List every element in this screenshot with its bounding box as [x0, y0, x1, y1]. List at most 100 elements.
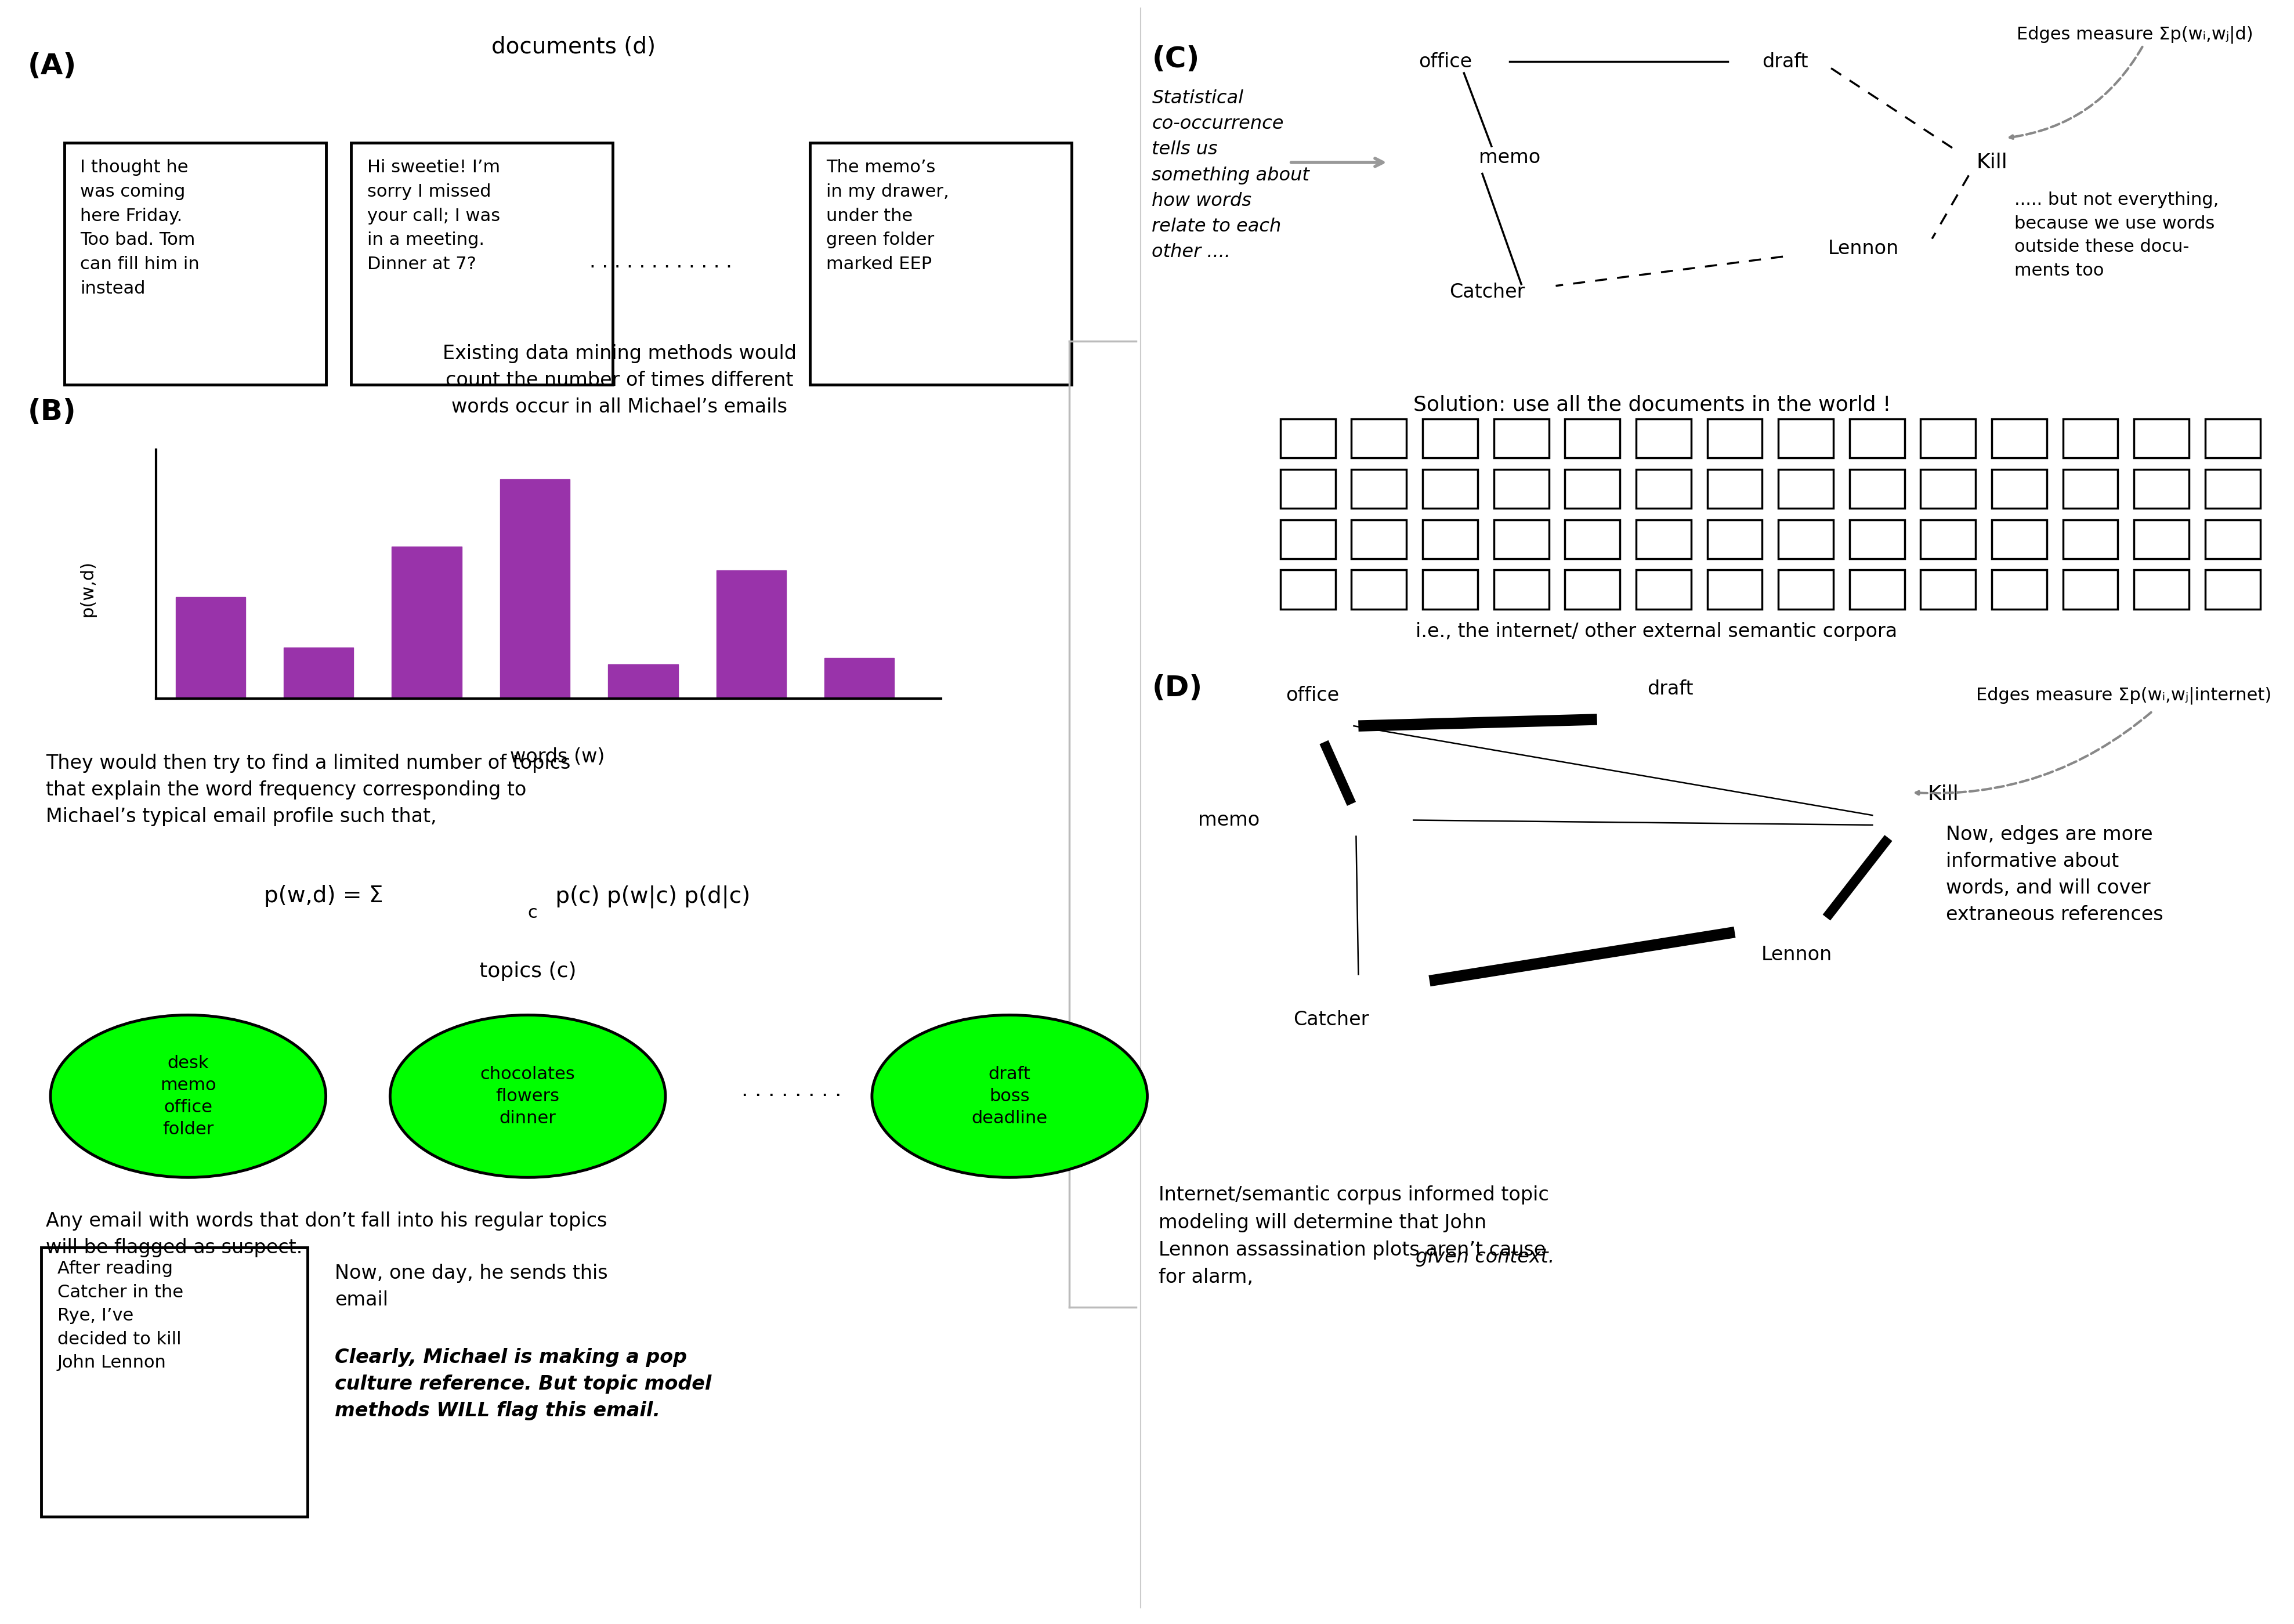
Text: topics (c): topics (c)	[479, 961, 576, 981]
Text: Any email with words that don’t fall into his regular topics
will be flagged as : Any email with words that don’t fall int…	[46, 1212, 608, 1257]
Bar	[2205, 570, 2260, 609]
Bar	[1778, 469, 1833, 508]
Text: Catcher: Catcher	[1450, 283, 1523, 302]
Text: Clearly, Michael is making a pop
culture reference. But topic model
methods WILL: Clearly, Michael is making a pop culture…	[335, 1348, 711, 1421]
Text: · · · · · · · · · · · ·: · · · · · · · · · · · ·	[590, 258, 732, 278]
Bar	[1280, 419, 1335, 458]
Bar	[2205, 419, 2260, 458]
Bar	[1422, 469, 1477, 508]
Text: (C): (C)	[1152, 45, 1200, 73]
Text: p(c) p(w|c) p(d|c): p(c) p(w|c) p(d|c)	[548, 885, 750, 908]
Text: Catcher: Catcher	[1294, 1010, 1367, 1030]
Text: (D): (D)	[1152, 674, 1202, 702]
Text: Internet/semantic corpus informed topic
modeling will determine that John
Lennon: Internet/semantic corpus informed topic …	[1158, 1186, 1548, 1286]
Bar	[1351, 520, 1406, 559]
Bar	[1920, 520, 1975, 559]
FancyBboxPatch shape	[41, 1247, 307, 1517]
Bar	[1920, 570, 1975, 609]
Bar	[2062, 419, 2117, 458]
Text: Kill: Kill	[1927, 784, 1959, 804]
Bar	[1707, 570, 1762, 609]
Bar	[1280, 520, 1335, 559]
Bar	[1636, 419, 1691, 458]
Text: Edges measure Σ⁤p(wᵢ,wⱼ|d): Edges measure Σ⁤p(wᵢ,wⱼ|d)	[2016, 26, 2253, 44]
Bar	[716, 570, 787, 698]
Text: desk
memo
office
folder: desk memo office folder	[161, 1054, 216, 1138]
Text: (A): (A)	[28, 52, 76, 80]
Text: Lennon: Lennon	[1828, 239, 1897, 258]
Bar	[1707, 469, 1762, 508]
Text: Now, one day, he sends this
email: Now, one day, he sends this email	[335, 1263, 608, 1309]
Text: Now, edges are more
informative about
words, and will cover
extraneous reference: Now, edges are more informative about wo…	[1945, 825, 2163, 924]
Bar	[2133, 520, 2188, 559]
Text: given context.: given context.	[1415, 1247, 1555, 1267]
Bar	[1493, 419, 1548, 458]
Bar	[500, 479, 569, 698]
Text: Lennon: Lennon	[1762, 945, 1831, 965]
Bar	[608, 664, 677, 698]
Text: They would then try to find a limited number of topics
that explain the word fre: They would then try to find a limited nu…	[46, 754, 571, 827]
Text: documents (d): documents (d)	[491, 36, 656, 58]
Bar	[1920, 469, 1975, 508]
Bar	[1493, 520, 1548, 559]
Text: Statistical
co-occurrence
tells us
something about
how words
relate to each
othe: Statistical co-occurrence tells us somet…	[1152, 89, 1310, 261]
Bar	[174, 598, 245, 698]
FancyBboxPatch shape	[810, 143, 1071, 385]
Text: Solution: use all the documents in the world !: Solution: use all the documents in the w…	[1413, 395, 1890, 414]
Text: I thought he
was coming
here Friday.
Too bad. Tom
can fill him in
instead: I thought he was coming here Friday. Too…	[80, 159, 200, 297]
Bar	[1351, 419, 1406, 458]
Bar	[1636, 570, 1691, 609]
Bar	[1707, 419, 1762, 458]
Bar	[1422, 419, 1477, 458]
Text: Edges measure Σ⁤p(wᵢ,wⱼ|internet): Edges measure Σ⁤p(wᵢ,wⱼ|internet)	[1975, 687, 2271, 705]
Bar	[1565, 520, 1620, 559]
Text: Hi sweetie! I’m
sorry I missed
your call; I was
in a meeting.
Dinner at 7?: Hi sweetie! I’m sorry I missed your call…	[367, 159, 500, 273]
Bar	[1778, 419, 1833, 458]
FancyBboxPatch shape	[351, 143, 612, 385]
Text: (B): (B)	[28, 398, 76, 425]
Bar	[1707, 520, 1762, 559]
Bar	[1778, 570, 1833, 609]
Bar	[2062, 469, 2117, 508]
Text: Existing data mining methods would
count the number of times different
words occ: Existing data mining methods would count…	[443, 344, 796, 417]
Text: The memo’s
in my drawer,
under the
green folder
marked EEP: The memo’s in my drawer, under the green…	[826, 159, 950, 273]
Bar	[1849, 419, 1904, 458]
Ellipse shape	[390, 1015, 665, 1177]
Bar	[1565, 419, 1620, 458]
Text: i.e., the internet/ other external semantic corpora: i.e., the internet/ other external seman…	[1415, 622, 1897, 641]
Text: words (w): words (w)	[509, 747, 606, 767]
Bar	[2133, 570, 2188, 609]
Bar	[1493, 570, 1548, 609]
Text: office: office	[1418, 52, 1473, 71]
Bar	[2205, 520, 2260, 559]
Bar	[2133, 419, 2188, 458]
Bar	[392, 547, 461, 698]
Text: p(w,d) = Σ: p(w,d) = Σ	[264, 885, 383, 908]
Text: · · · · · · · ·: · · · · · · · ·	[741, 1086, 842, 1106]
Text: After reading
Catcher in the
Rye, I’ve
decided to kill
John Lennon: After reading Catcher in the Rye, I’ve d…	[57, 1260, 184, 1371]
Bar	[1493, 469, 1548, 508]
Bar	[284, 648, 353, 698]
Bar	[2205, 469, 2260, 508]
Text: draft
boss
deadline: draft boss deadline	[970, 1065, 1048, 1127]
Text: chocolates
flowers
dinner: chocolates flowers dinner	[479, 1065, 576, 1127]
Bar	[1991, 469, 2046, 508]
Bar	[2133, 469, 2188, 508]
Bar	[1636, 469, 1691, 508]
Bar	[1565, 570, 1620, 609]
Bar	[1422, 570, 1477, 609]
Ellipse shape	[872, 1015, 1147, 1177]
Bar	[1778, 520, 1833, 559]
Bar	[1849, 570, 1904, 609]
Bar	[2062, 570, 2117, 609]
FancyBboxPatch shape	[64, 143, 326, 385]
Bar	[1351, 570, 1406, 609]
Text: c: c	[528, 905, 537, 921]
Bar	[1991, 419, 2046, 458]
Bar	[1849, 520, 1904, 559]
Bar	[1991, 570, 2046, 609]
Text: Kill: Kill	[1975, 153, 2007, 172]
Bar	[1280, 570, 1335, 609]
Bar	[1422, 520, 1477, 559]
Bar	[824, 658, 895, 698]
